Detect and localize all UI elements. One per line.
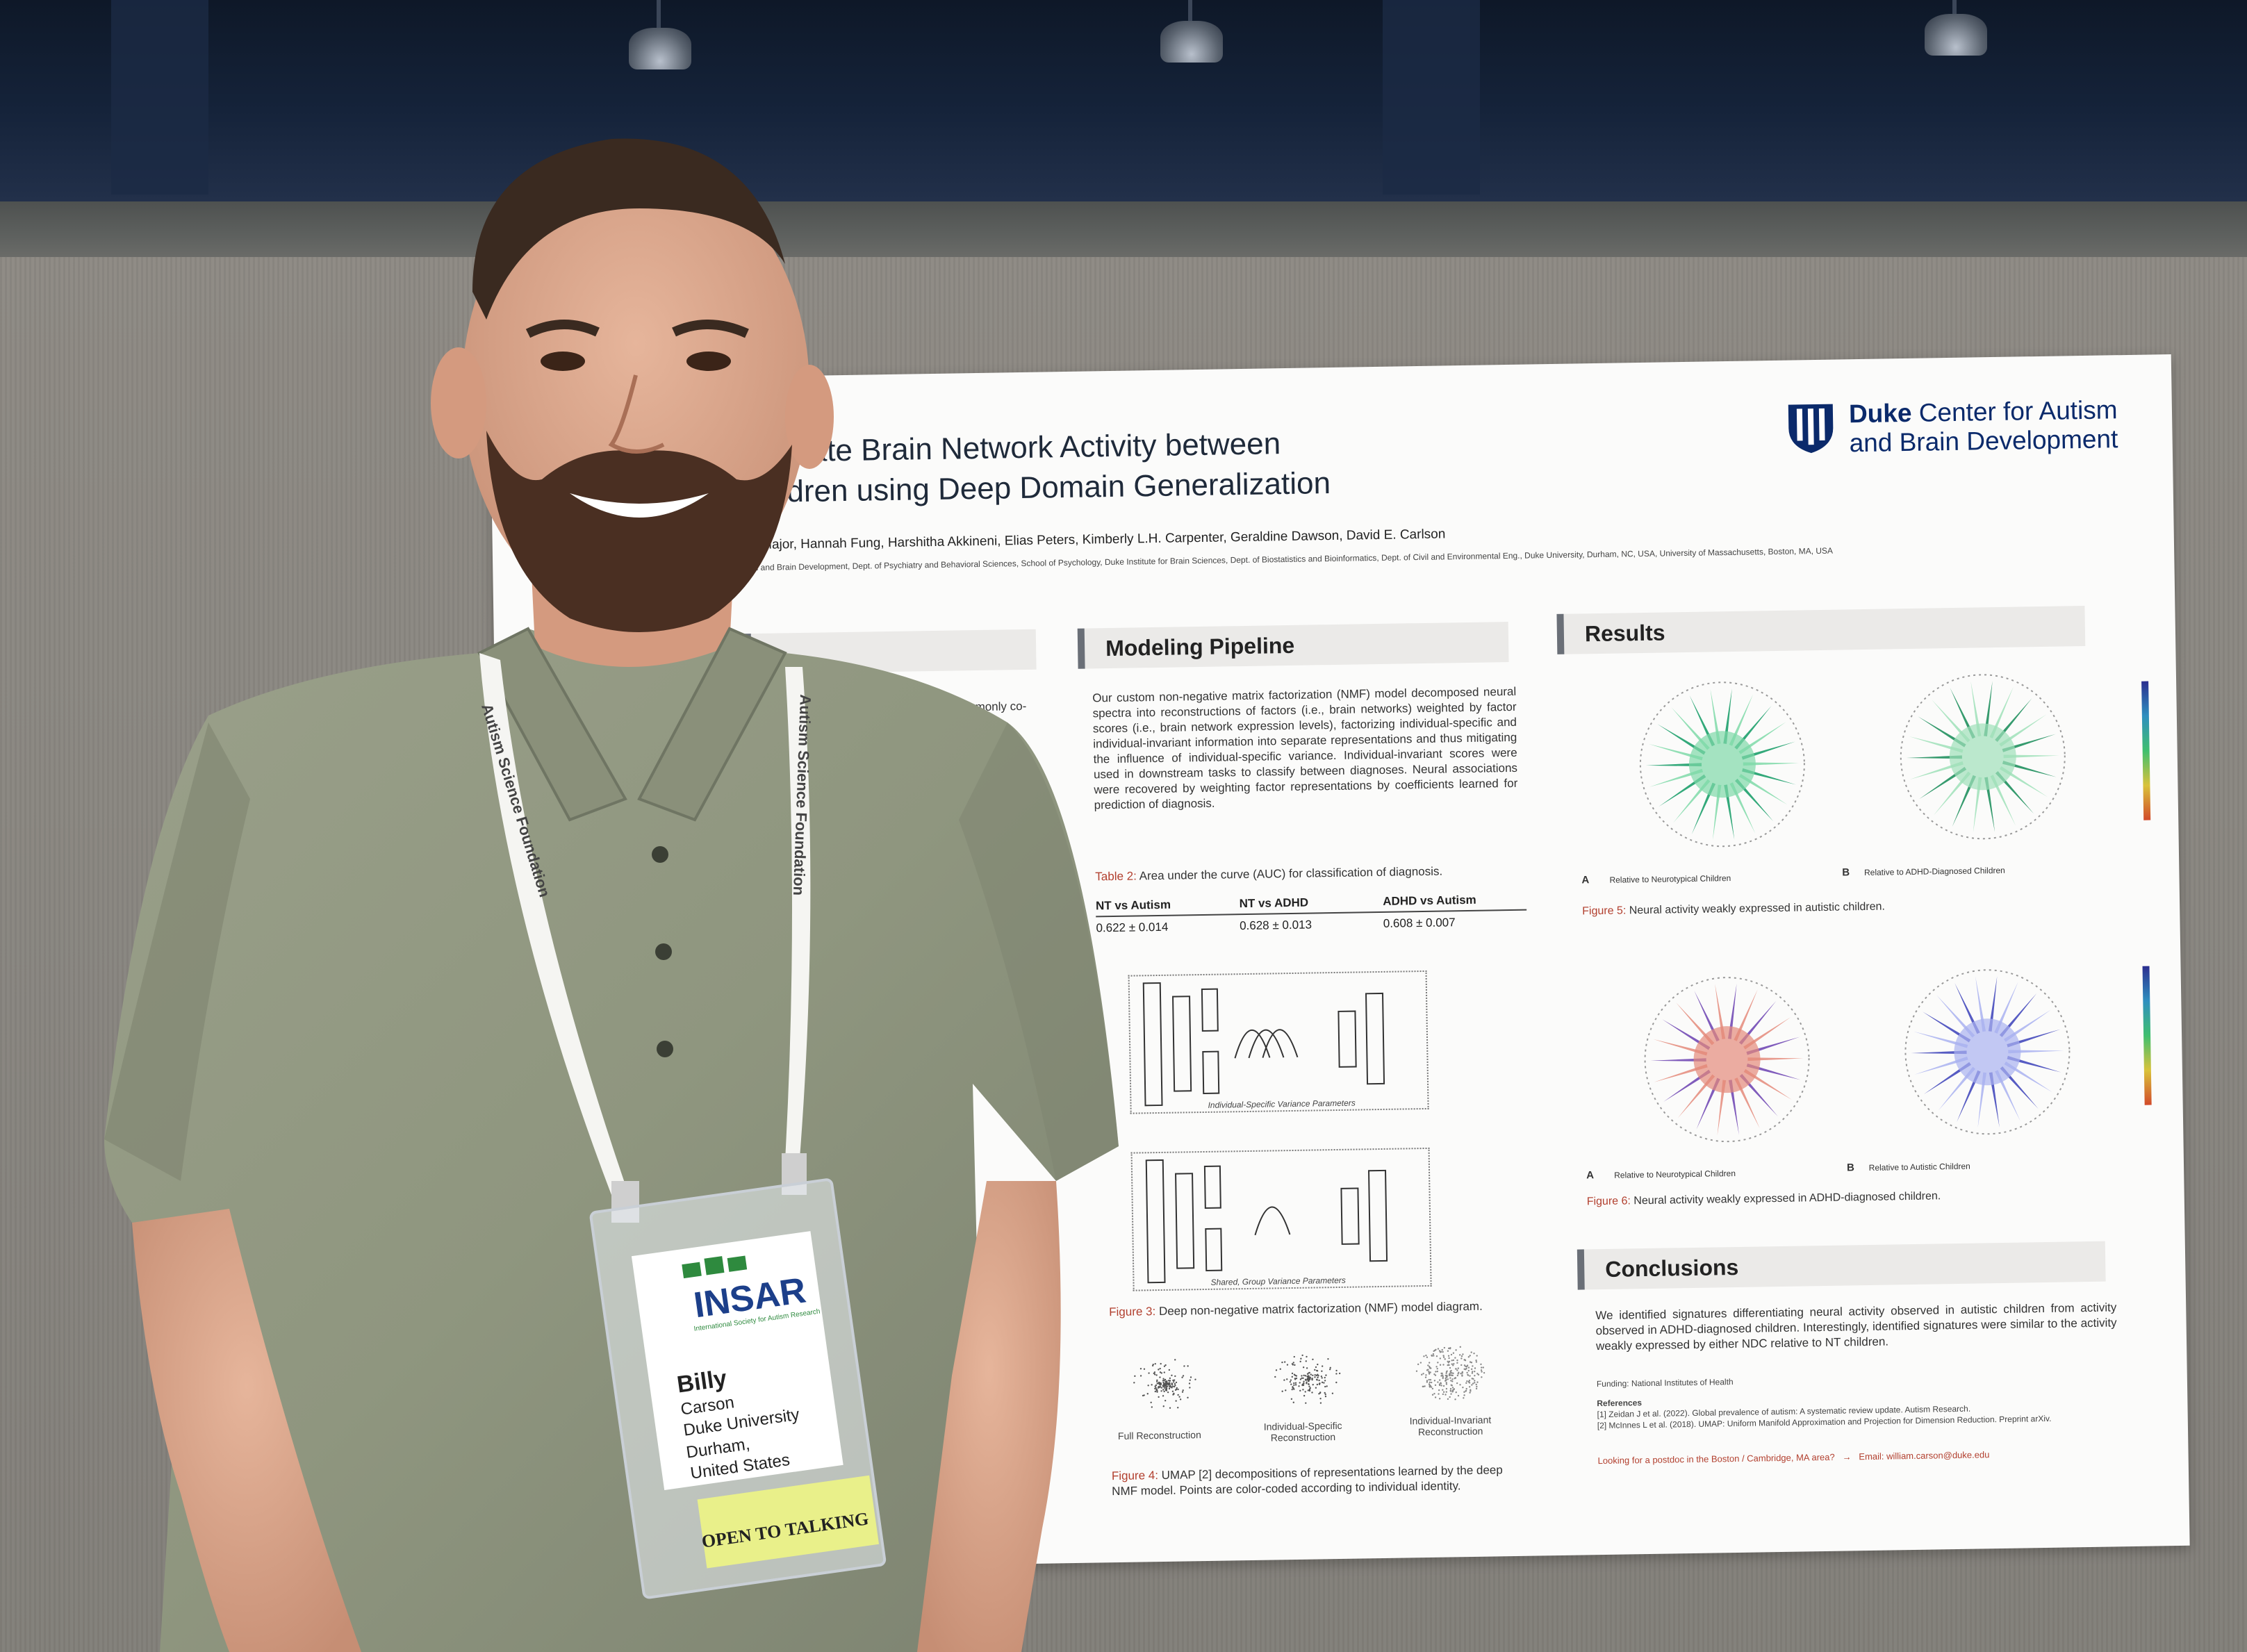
table-label: Table 2: [1095, 869, 1137, 884]
ceiling-light [1925, 14, 1987, 56]
light-wire [657, 0, 661, 35]
table-cell: 0.628 ± 0.013 [1239, 918, 1312, 933]
ceiling-light [1160, 21, 1223, 63]
topo-plot-5a [1639, 682, 1805, 848]
poster-authors: ha Major, Hannah Fung, Harshitha Akkinen… [742, 527, 1446, 553]
table-cell: 0.608 ± 0.007 [1383, 916, 1456, 930]
intro-heading-bar [743, 629, 1037, 675]
umap-label: Full Reconstruction [1117, 1429, 1201, 1442]
nmf-diagram-shared-graphic [1145, 1159, 1388, 1284]
results-heading: Results [1556, 605, 2086, 654]
poster-organization: Duke Center for Autism and Brain Develop… [1849, 395, 2118, 458]
umap-invariant-plot [1415, 1346, 1485, 1401]
figure4-label: Figure 4: [1111, 1469, 1159, 1483]
intro-text: ADHD) are two commonly co- s work levera… [870, 699, 1027, 746]
ceiling-beam [111, 0, 208, 195]
panel-label: Relative to Autistic Children [1868, 1161, 1970, 1173]
panel-label: Relative to Neurotypical Children [1614, 1168, 1736, 1180]
colorbar [2141, 681, 2151, 820]
figure3-caption: Figure 3: Deep non-negative matrix facto… [1109, 1300, 1483, 1319]
panel-letter: A [1581, 874, 1590, 886]
table-caption: Table 2: Area under the curve (AUC) for … [1095, 865, 1442, 884]
duke-shield-icon [1788, 404, 1834, 454]
auc-table: NT vs Autism NT vs ADHD ADHD vs Autism 0… [1095, 892, 1527, 936]
figure3-label: Figure 3: [1109, 1305, 1156, 1319]
topo-plot-5b [1900, 674, 2066, 840]
org-line1: Center for Autism [1918, 395, 2118, 427]
references-heading: References [1597, 1398, 1643, 1409]
nmf-diagram-shared: Shared, Group Variance Parameters [1130, 1147, 1432, 1291]
umap-specific-plot [1274, 1354, 1341, 1404]
colorbar [2142, 966, 2152, 1105]
org-line2: and Brain Development [1849, 424, 2118, 458]
poster-title: ences in Resting State Brain Network Act… [546, 418, 1659, 516]
table-header-cell: ADHD vs Autism [1383, 893, 1476, 908]
ceiling [0, 0, 2247, 201]
panel-letter: B [1842, 866, 1850, 879]
topo-plot-6b [1904, 969, 2071, 1135]
research-poster: ences in Resting State Brain Network Act… [490, 354, 2190, 1572]
table-header-cell: NT vs ADHD [1239, 895, 1309, 911]
panel-letter: A [1586, 1169, 1595, 1182]
fig5b-label: B Relative to ADHD-Diagnosed Children [1842, 864, 2005, 879]
modeling-heading: Modeling Pipeline [1077, 622, 1509, 669]
table-caption-text: Area under the curve (AUC) for classific… [1139, 864, 1443, 883]
fig5a-label: A Relative to Neurotypical Children [1581, 872, 1731, 886]
org-bold: Duke [1848, 398, 1912, 429]
ceiling-beam [1383, 0, 1480, 195]
fig6a-label: A Relative to Neurotypical Children [1586, 1167, 1736, 1181]
figure6-caption-text: Neural activity weakly expressed in ADHD… [1633, 1190, 1941, 1207]
conclusions-text: We identified signatures differentiating… [1595, 1300, 2117, 1353]
panel-label: Relative to Neurotypical Children [1609, 873, 1731, 885]
fig6b-label: B Relative to Autistic Children [1847, 1160, 1970, 1174]
table-header-cell: NT vs Autism [1095, 898, 1171, 913]
light-wire [1952, 0, 1957, 21]
panel-letter: B [1846, 1162, 1855, 1174]
umap-label: Individual-Invariant Reconstruction [1409, 1414, 1492, 1438]
conclusions-heading: Conclusions [1577, 1241, 2106, 1290]
modeling-text: Our custom non-negative matrix factoriza… [1092, 684, 1518, 812]
ceiling-light [629, 28, 691, 69]
partition-top-rail [0, 201, 2247, 257]
nmf-diagram-specific: Individual-Specific Variance Parameters [1128, 970, 1429, 1114]
light-wire [1188, 0, 1192, 28]
figure6-caption: Figure 6: Neural activity weakly express… [1587, 1190, 1941, 1208]
umap-label: Individual-Specific Reconstruction [1263, 1419, 1342, 1444]
figure5-caption: Figure 5: Neural activity weakly express… [1582, 901, 1885, 918]
funding-note: Funding: National Institutes of Health [1596, 1377, 1734, 1389]
nmf-diagram-specific-graphic [1142, 982, 1385, 1107]
figure6-label: Figure 6: [1586, 1195, 1631, 1208]
contact-email: Email: william.carson@duke.edu [1859, 1449, 1990, 1462]
panel-label: Relative to ADHD-Diagnosed Children [1863, 865, 2005, 878]
figure3-caption-text: Deep non-negative matrix factorization (… [1158, 1299, 1483, 1319]
table-cell: 0.622 ± 0.014 [1096, 920, 1169, 935]
postdoc-text: Looking for a postdoc in the Boston / Ca… [1597, 1451, 1835, 1467]
figure5-caption-text: Neural activity weakly expressed in auti… [1629, 900, 1886, 917]
figure4-caption: Figure 4: UMAP [2] decompositions of rep… [1112, 1462, 1529, 1499]
topo-plot-6a [1644, 977, 1810, 1143]
figure4-caption-text: UMAP [2] decompositions of representatio… [1112, 1463, 1503, 1498]
figure5-label: Figure 5: [1582, 905, 1627, 918]
postdoc-note: Looking for a postdoc in the Boston / Ca… [1597, 1449, 1990, 1467]
umap-full-plot [1133, 1359, 1196, 1409]
